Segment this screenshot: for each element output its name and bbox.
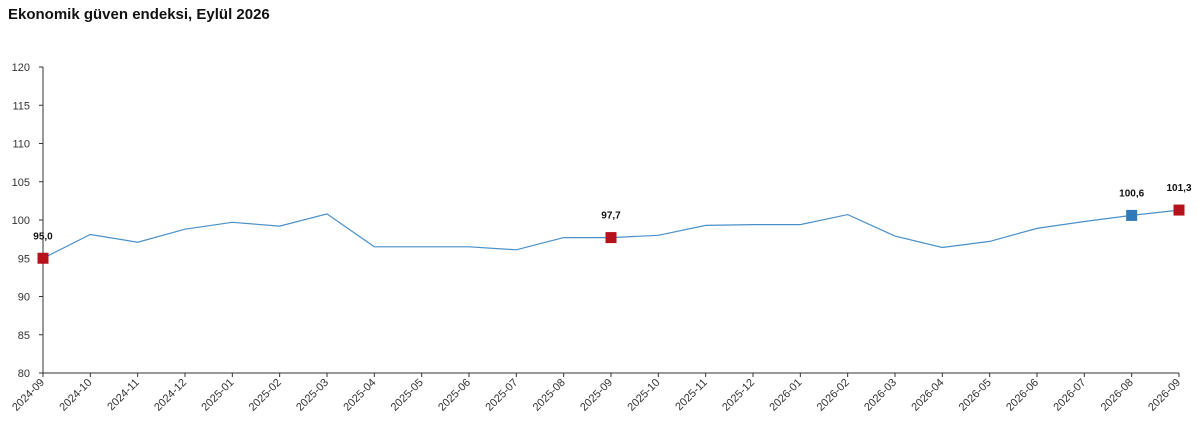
x-tick-label: 2024-09 <box>10 377 47 414</box>
data-label: 95,0 <box>33 231 53 242</box>
x-tick-label: 2026-05 <box>957 377 994 414</box>
y-tick-label: 90 <box>18 292 30 304</box>
x-tick-label: 2025-09 <box>578 377 615 414</box>
x-tick-label: 2026-02 <box>815 377 852 414</box>
data-point-marker <box>1126 209 1138 221</box>
data-label: 97,7 <box>601 211 621 222</box>
x-tick-label: 2025-06 <box>436 377 473 414</box>
x-tick-label: 2025-01 <box>199 377 236 414</box>
x-tick-label: 2025-05 <box>389 377 426 414</box>
data-point-marker <box>1173 204 1185 216</box>
y-tick-label: 115 <box>12 100 30 112</box>
x-tick-label: 2026-01 <box>767 377 804 414</box>
x-tick-label: 2025-03 <box>294 377 331 414</box>
data-point-marker <box>605 232 617 244</box>
chart-title: Ekonomik güven endeksi, Eylül 2026 <box>8 6 270 23</box>
x-tick-label: 2024-10 <box>57 377 94 414</box>
x-tick-label: 2026-03 <box>862 377 899 414</box>
data-point-marker <box>37 252 49 264</box>
data-label: 101,3 <box>1166 183 1191 194</box>
x-tick-label: 2025-02 <box>247 377 284 414</box>
y-tick-label: 85 <box>18 330 30 342</box>
x-tick-label: 2026-09 <box>1146 377 1183 414</box>
x-tick-label: 2026-08 <box>1099 377 1136 414</box>
x-axis: 2024-09 2024-10 2024-11 2024-12 2025-01 2025-… <box>10 372 1183 414</box>
y-tick-label: 105 <box>12 177 30 189</box>
y-tick-label: 120 <box>12 62 30 74</box>
x-tick-label: 2026-07 <box>1051 377 1088 414</box>
y-tick-label: 80 <box>18 368 30 380</box>
data-label: 100,6 <box>1119 188 1144 199</box>
x-tick-label: 2024-12 <box>152 377 189 414</box>
x-tick-label: 2024-11 <box>105 377 141 413</box>
x-tick-label: 2025-11 <box>673 377 709 413</box>
x-tick-label: 2025-04 <box>341 377 378 414</box>
y-tick-label: 95 <box>18 253 30 265</box>
x-tick-label: 2026-06 <box>1004 377 1041 414</box>
x-tick-label: 2025-10 <box>625 377 662 414</box>
x-tick-label: 2025-07 <box>483 377 520 414</box>
y-axis: 80 85 90 95 100 105 110 115 120 <box>12 62 44 380</box>
y-tick-label: 110 <box>12 139 30 151</box>
x-tick-label: 2025-08 <box>531 377 568 414</box>
x-tick-label: 2025-12 <box>720 377 757 414</box>
marker-layer: 95,0 97,7 100,6 101,3 <box>33 183 1192 264</box>
y-tick-label: 100 <box>12 215 30 227</box>
x-tick-label: 2026-04 <box>909 377 946 414</box>
